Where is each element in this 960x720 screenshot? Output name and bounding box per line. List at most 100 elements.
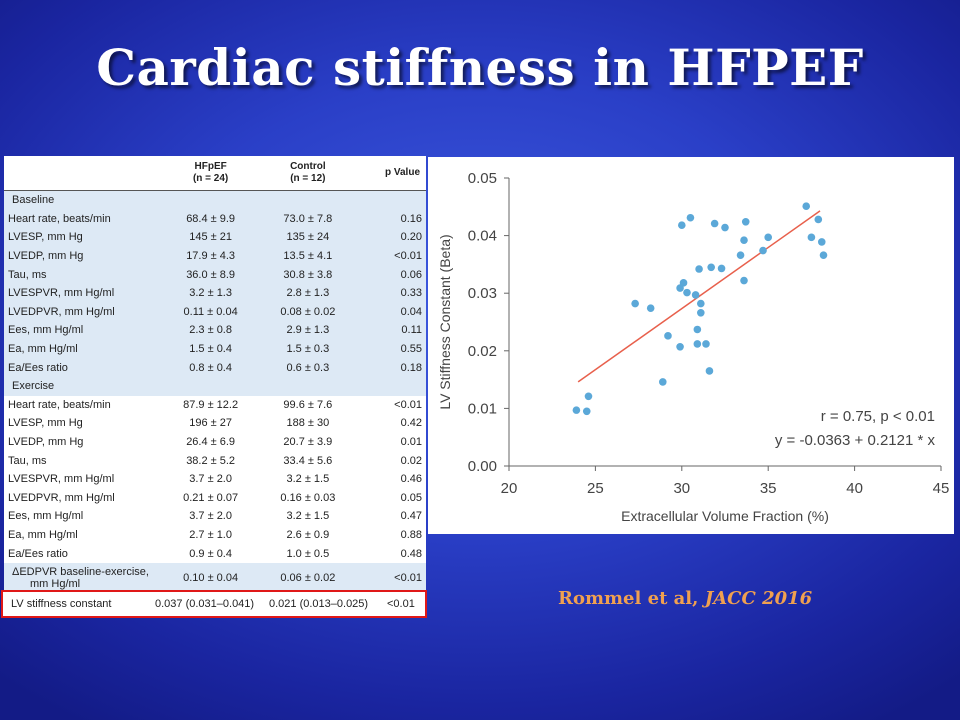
data-point [759,246,767,255]
section-label: Baseline [4,190,426,210]
row-pvalue: 0.04 [356,302,426,322]
data-point [697,308,705,317]
row-label: LVEDPVR, mm Hg/ml [4,302,162,322]
row-hfpef-value: 145 ± 21 [162,228,260,247]
data-point [702,340,710,348]
row-hfpef-value: 26.4 ± 6.9 [162,432,260,452]
row-control-value: 3.2 ± 1.5 [259,507,357,526]
citation: Rommel et al, JACC 2016 [558,588,812,609]
lv-stiffness-pvalue: <0.01 [387,598,415,610]
row-control-value: 33.4 ± 5.6 [259,451,357,470]
header-pvalue: p Value [356,156,426,191]
row-pvalue: 0.88 [356,525,426,545]
row-hfpef-value: 1.5 ± 0.4 [162,339,260,359]
data-point [679,279,688,287]
row-hfpef-value: 3.7 ± 2.0 [162,469,260,489]
row-control-value: 99.6 ± 7.6 [259,395,357,415]
row-hfpef-value: 3.2 ± 1.3 [162,283,260,303]
table-section-row: Baseline [4,190,426,210]
data-point [664,332,672,340]
table-row: LVESPVR, mm Hg/ml 3.2 ± 1.3 2.8 ± 1.3 0.33 [4,283,426,303]
row-hfpef-value: 3.7 ± 2.0 [162,507,260,526]
row-label: LVESPVR, mm Hg/ml [4,469,162,489]
row-hfpef-value: 87.9 ± 12.2 [162,395,260,415]
data-point [695,265,703,273]
table-row: LVEDP, mm Hg 17.9 ± 4.3 13.5 ± 4.1 <0.01 [4,246,426,266]
row-pvalue: 0.16 [356,209,426,229]
row-hfpef-value: 2.3 ± 0.8 [162,321,260,340]
data-point [683,288,691,297]
x-tick-label: 25 [587,480,604,497]
row-control-value: 2.6 ± 0.9 [259,525,357,545]
row-hfpef-value: 0.8 ± 0.4 [162,358,260,377]
row-pvalue: 0.20 [356,228,426,247]
table-row: LVESP, mm Hg 196 ± 27 188 ± 30 0.42 [4,414,426,433]
row-label: Ea/Ees ratio [4,358,162,377]
row-label: Ees, mm Hg/ml [4,507,162,526]
row-pvalue: 0.05 [356,488,426,508]
data-point [740,236,748,245]
y-tick-label: 0.01 [468,400,497,417]
data-point [814,215,823,224]
table-row: Ea/Ees ratio 0.8 ± 0.4 0.6 ± 0.3 0.18 [4,358,426,377]
header-control-line1: Control [290,161,326,172]
table-row: Ees, mm Hg/ml 3.7 ± 2.0 3.2 ± 1.5 0.47 [4,507,426,526]
scatter-chart-panel: 0.00 0.01 0.02 0.03 0.04 0.05 20 25 30 35 40 45 Extr… [428,157,954,534]
delta-edpvr-label: ΔEDPVR baseline-exercise, mm Hg/ml [4,562,162,593]
row-pvalue: 0.06 [356,265,426,284]
row-hfpef-value: 0.21 ± 0.07 [162,488,260,508]
x-tick-label: 35 [760,480,777,497]
row-hfpef-value: 38.2 ± 5.2 [162,451,260,470]
table-row: Tau, ms 36.0 ± 8.9 30.8 ± 3.8 0.06 [4,265,426,284]
row-pvalue: <0.01 [356,395,426,415]
data-point [707,263,715,272]
row-label: Ea, mm Hg/ml [4,339,162,359]
x-axis-label: Extracellular Volume Fraction (%) [621,508,829,524]
table-row: LVESP, mm Hg 145 ± 21 135 ± 24 0.20 [4,228,426,247]
y-tick-label: 0.05 [468,170,497,187]
data-point [802,202,811,211]
row-label: Tau, ms [4,451,162,470]
row-pvalue: 0.18 [356,358,426,377]
table-section-row: Exercise [4,376,426,396]
header-hfpef: HFpEF (n = 24) [162,156,260,191]
row-control-value: 135 ± 24 [259,228,357,247]
data-point [740,276,748,285]
x-tick-label: 30 [673,480,690,497]
row-label: LVEDP, mm Hg [4,432,162,452]
data-point [646,304,655,312]
y-tick-label: 0.04 [468,228,497,245]
row-pvalue: 0.55 [356,339,426,359]
data-point [710,219,719,228]
row-control-value: 1.0 ± 0.5 [259,544,357,563]
data-point [631,299,639,308]
data-point [676,342,684,351]
data-point [658,378,667,386]
x-tick-label: 40 [846,480,863,497]
row-control-value: 1.5 ± 0.3 [259,339,357,359]
data-point [693,325,702,334]
data-point [697,299,705,308]
row-control-value: 0.6 ± 0.3 [259,358,357,377]
row-label: LVEDP, mm Hg [4,246,162,266]
data-point [582,407,591,416]
row-control-value: 0.08 ± 0.02 [259,302,357,322]
row-control-value: 30.8 ± 3.8 [259,265,357,284]
citation-authors: Rommel et al, [558,588,699,609]
row-pvalue: 0.11 [356,321,426,340]
x-tick-label: 20 [501,480,518,497]
row-label: Ees, mm Hg/ml [4,321,162,340]
correlation-annotation: r = 0.75, p < 0.01 [821,408,935,425]
row-label: LVESP, mm Hg [4,414,162,433]
delta-hfpef-value: 0.10 ± 0.04 [162,562,260,593]
row-pvalue: 0.02 [356,451,426,470]
data-point [705,367,714,375]
table-row: LVEDP, mm Hg 26.4 ± 6.9 20.7 ± 3.9 0.01 [4,432,426,452]
data-point [721,223,729,232]
lv-stiffness-highlight-row: LV stiffness constant 0.037 (0.031–0.041… [1,590,427,618]
lv-stiffness-hfpef: 0.037 (0.031–0.041) [155,598,255,610]
row-pvalue: <0.01 [356,246,426,266]
row-pvalue: 0.33 [356,283,426,303]
data-point [764,233,772,242]
row-control-value: 0.16 ± 0.03 [259,488,357,508]
